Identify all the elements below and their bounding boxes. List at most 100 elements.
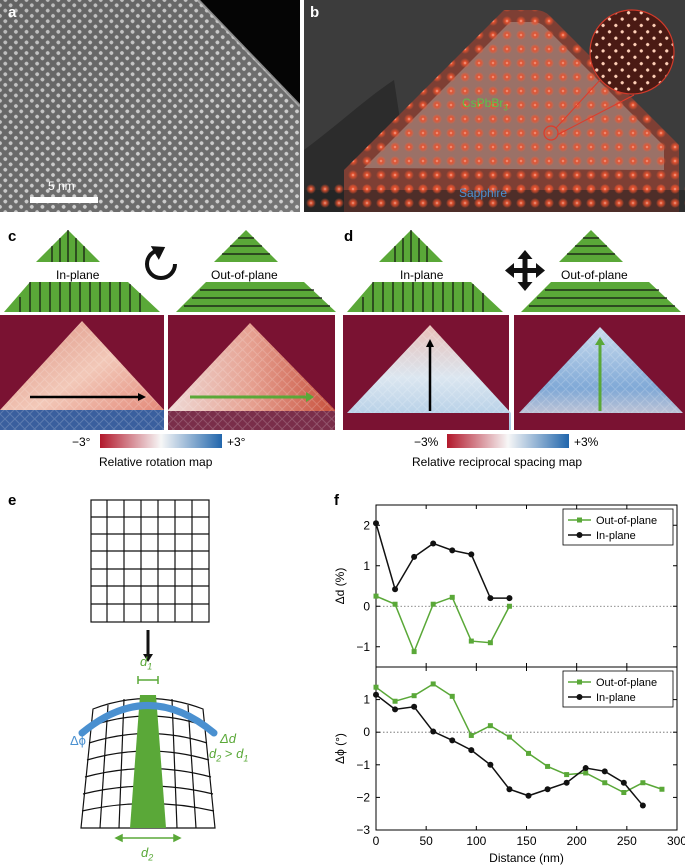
- legend-label: Out-of-plane: [596, 677, 657, 689]
- y-tick-label: −2: [356, 790, 370, 804]
- panel-c-label: c: [8, 228, 17, 245]
- data-point: [411, 553, 418, 560]
- data-point: [487, 640, 493, 646]
- x-tick-label: 200: [567, 834, 587, 848]
- y-tick-label: 2: [363, 518, 370, 532]
- panel-a-label: a: [8, 4, 17, 21]
- data-point: [468, 732, 474, 738]
- legend-marker: [576, 532, 583, 538]
- data-point: [430, 540, 437, 547]
- data-point: [373, 593, 379, 599]
- data-point: [392, 586, 399, 593]
- x-tick-label: 150: [516, 834, 536, 848]
- data-point: [506, 603, 512, 609]
- panel-e-label: e: [8, 492, 17, 509]
- panel-c-colorbar-max: +3°: [227, 435, 246, 449]
- y-tick-label: 1: [363, 559, 370, 573]
- data-point: [583, 770, 589, 776]
- panel-d-colorbar-label: Relative reciprocal spacing map: [412, 455, 583, 469]
- data-point: [487, 723, 493, 729]
- data-point: [468, 638, 474, 644]
- material-label-sapphire: Sapphire: [459, 186, 508, 200]
- y-tick-label: 0: [363, 599, 370, 613]
- legend-marker: [577, 679, 582, 685]
- panel-c-outofplane-title: Out-of-plane: [211, 268, 278, 282]
- panel-a-stem-image: [0, 0, 300, 212]
- panel-c-colorbar: [100, 434, 222, 448]
- data-point: [640, 780, 646, 786]
- chart-1: −3 −2 −1 0 1 0 50 100 150 200 250 300 Distance (nm) Δ…: [333, 666, 685, 865]
- panel-f-charts: −1 0 1 2 Δd (%) Out-of-plane In-plane −3 −2 −1 0 10…: [333, 504, 685, 865]
- panel-d-outofplane-title: Out-of-plane: [561, 268, 628, 282]
- legend-label: In-plane: [596, 692, 636, 704]
- data-point: [582, 765, 589, 772]
- panel-d-inplane-title: In-plane: [400, 268, 444, 282]
- data-point: [392, 706, 399, 713]
- data-point: [411, 649, 417, 655]
- x-axis-label: Distance (nm): [489, 851, 564, 865]
- data-point: [487, 761, 494, 768]
- y-axis-label: Δd (%): [333, 568, 347, 605]
- panel-e-d2-label: d2: [141, 845, 154, 863]
- legend-box: [562, 670, 674, 708]
- panel-d-colorbar-min: −3%: [414, 435, 439, 449]
- data-point: [506, 786, 513, 793]
- x-tick-label: 50: [419, 834, 433, 848]
- data-point: [373, 691, 379, 698]
- data-point: [449, 693, 455, 699]
- panel-c-colorbar-label: Relative rotation map: [99, 455, 213, 469]
- data-point: [449, 737, 456, 744]
- panel-b-overlay-image: [304, 0, 685, 212]
- panel-d-label: d: [344, 228, 354, 245]
- legend-box: [562, 508, 674, 546]
- data-point: [506, 595, 513, 602]
- panel-e-dd-label: Δd: [220, 731, 236, 746]
- data-point: [602, 780, 608, 786]
- data-point: [392, 601, 398, 607]
- y-tick-label: 0: [363, 725, 370, 739]
- data-point: [639, 802, 646, 809]
- data-point: [545, 763, 551, 769]
- y-tick-label: −1: [356, 758, 370, 772]
- data-point: [506, 734, 512, 740]
- y-tick-label: −3: [356, 823, 370, 837]
- series-line-1: [375, 523, 510, 599]
- data-point: [411, 693, 417, 699]
- panel-d-spacing-maps: [343, 315, 685, 430]
- panel-d-colorbar: [447, 434, 569, 448]
- data-point: [373, 520, 379, 527]
- data-point: [544, 786, 551, 793]
- data-point: [620, 779, 627, 786]
- data-point: [659, 786, 665, 792]
- panel-c-colorbar-min: −3°: [72, 435, 91, 449]
- panel-c-schematics: [4, 230, 336, 312]
- data-point: [392, 698, 398, 704]
- data-point: [487, 595, 494, 602]
- x-tick-label: 250: [617, 834, 637, 848]
- panel-d-colorbar-max: +3%: [574, 435, 599, 449]
- chart-0: −1 0 1 2 Δd (%) Out-of-plane In-plane: [333, 504, 678, 668]
- y-tick-label: −1: [356, 640, 370, 654]
- scale-bar-label: 5 nm: [48, 179, 75, 193]
- data-point: [563, 779, 570, 786]
- series-line-0: [375, 595, 511, 654]
- y-tick-label: 1: [363, 693, 370, 707]
- material-label-cspbbr3: CsPbBr3: [462, 96, 508, 113]
- x-tick-label: 300: [667, 834, 685, 848]
- legend-label: In-plane: [596, 530, 636, 542]
- data-point: [525, 792, 532, 799]
- panel-e-dphi-label: Δϕ: [70, 733, 86, 748]
- data-point: [468, 551, 475, 558]
- panel-c-inplane-title: In-plane: [56, 268, 100, 282]
- data-point: [430, 728, 437, 735]
- panel-f-label: f: [334, 492, 339, 509]
- y-axis-label: Δϕ (°): [333, 733, 347, 764]
- data-point: [601, 768, 608, 775]
- x-tick-label: 100: [466, 834, 486, 848]
- data-point: [468, 747, 475, 754]
- panel-c-rotation-maps: [0, 315, 335, 430]
- panel-e-inequality: d2 > d1: [209, 746, 249, 764]
- data-point: [430, 601, 436, 607]
- legend-marker: [577, 517, 582, 523]
- panel-b-label: b: [310, 4, 320, 21]
